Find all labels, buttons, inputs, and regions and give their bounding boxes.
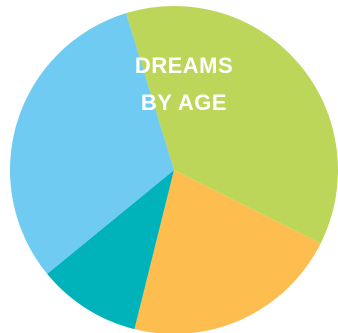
chart-title-line-2: BY AGE [141,90,227,115]
chart-title-line-1: DREAMS [135,53,233,78]
pie-slices [10,6,338,333]
pie-slice-4 [10,13,174,274]
pie-slice-1 [126,6,338,244]
pie-slice-2 [134,170,321,333]
pie-slice-3 [47,170,174,330]
